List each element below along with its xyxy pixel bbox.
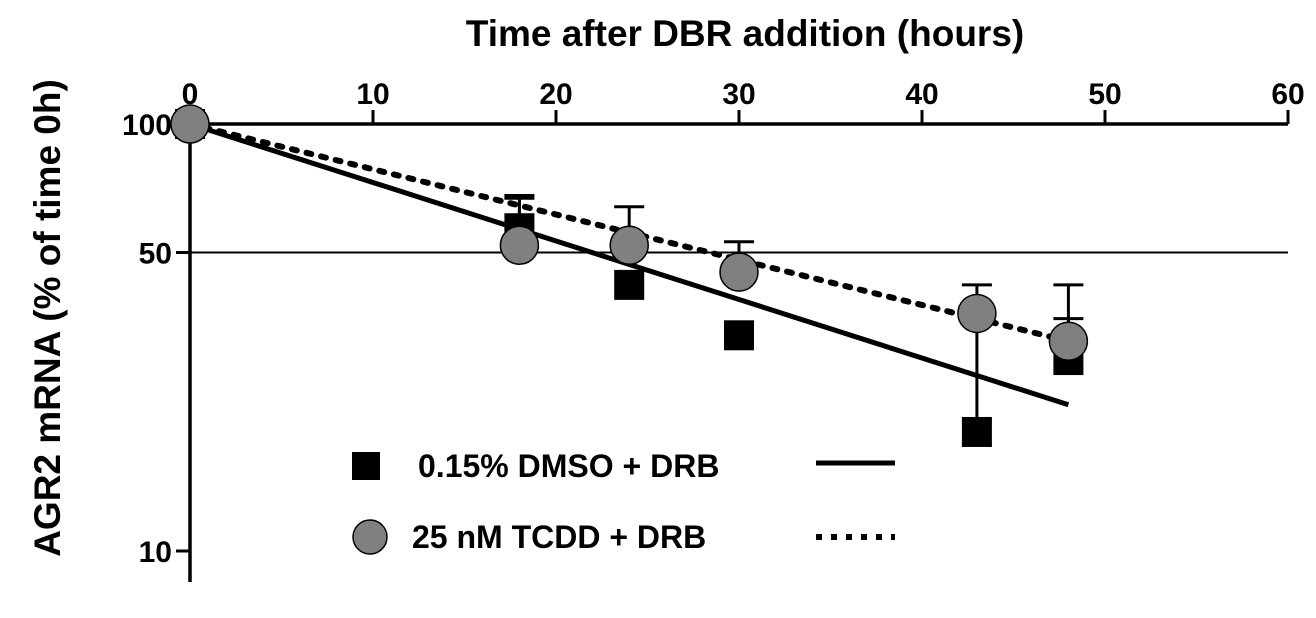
data-point-series-0-3 <box>724 320 754 351</box>
x-tick-label-50: 50 <box>1088 78 1121 111</box>
data-points <box>170 104 1089 447</box>
legend: 0.15% DMSO + DRB 25 nM TCDD + DRB <box>352 448 895 555</box>
y-tick-label-10: 10 <box>139 536 172 569</box>
legend-label-dmso: 0.15% DMSO + DRB <box>418 448 719 484</box>
data-point-series-1-4 <box>957 293 997 334</box>
y-tick-label-100: 100 <box>122 109 172 142</box>
data-point-series-0-2 <box>614 269 645 300</box>
y-tick-label-50: 50 <box>139 238 172 271</box>
x-tick-label-30: 30 <box>722 78 755 111</box>
x-tick-label-20: 20 <box>539 78 572 111</box>
data-point-series-1-1 <box>499 225 540 266</box>
legend-marker-dmso <box>352 452 380 480</box>
axes <box>188 122 1288 582</box>
y-axis-ticks: 10 50 100 <box>122 109 190 569</box>
y-axis-label: AGR2 mRNA (% of time 0h) <box>27 79 68 557</box>
data-point-series-1-5 <box>1048 321 1089 361</box>
x-axis-ticks: 0 10 20 30 40 50 60 <box>182 78 1305 124</box>
x-tick-label-60: 60 <box>1271 78 1304 111</box>
data-point-series-1-2 <box>609 225 649 266</box>
data-point-series-0-4 <box>961 416 992 447</box>
x-tick-label-0: 0 <box>182 78 199 111</box>
chart-title: Time after DBR addition (hours) <box>466 13 1024 54</box>
legend-label-tcdd: 25 nM TCDD + DRB <box>412 519 706 555</box>
legend-marker-tcdd <box>352 519 388 555</box>
x-tick-label-40: 40 <box>905 78 938 111</box>
data-point-series-1-3 <box>719 252 759 292</box>
x-tick-label-10: 10 <box>356 78 389 111</box>
data-point-series-1-0 <box>170 104 210 144</box>
